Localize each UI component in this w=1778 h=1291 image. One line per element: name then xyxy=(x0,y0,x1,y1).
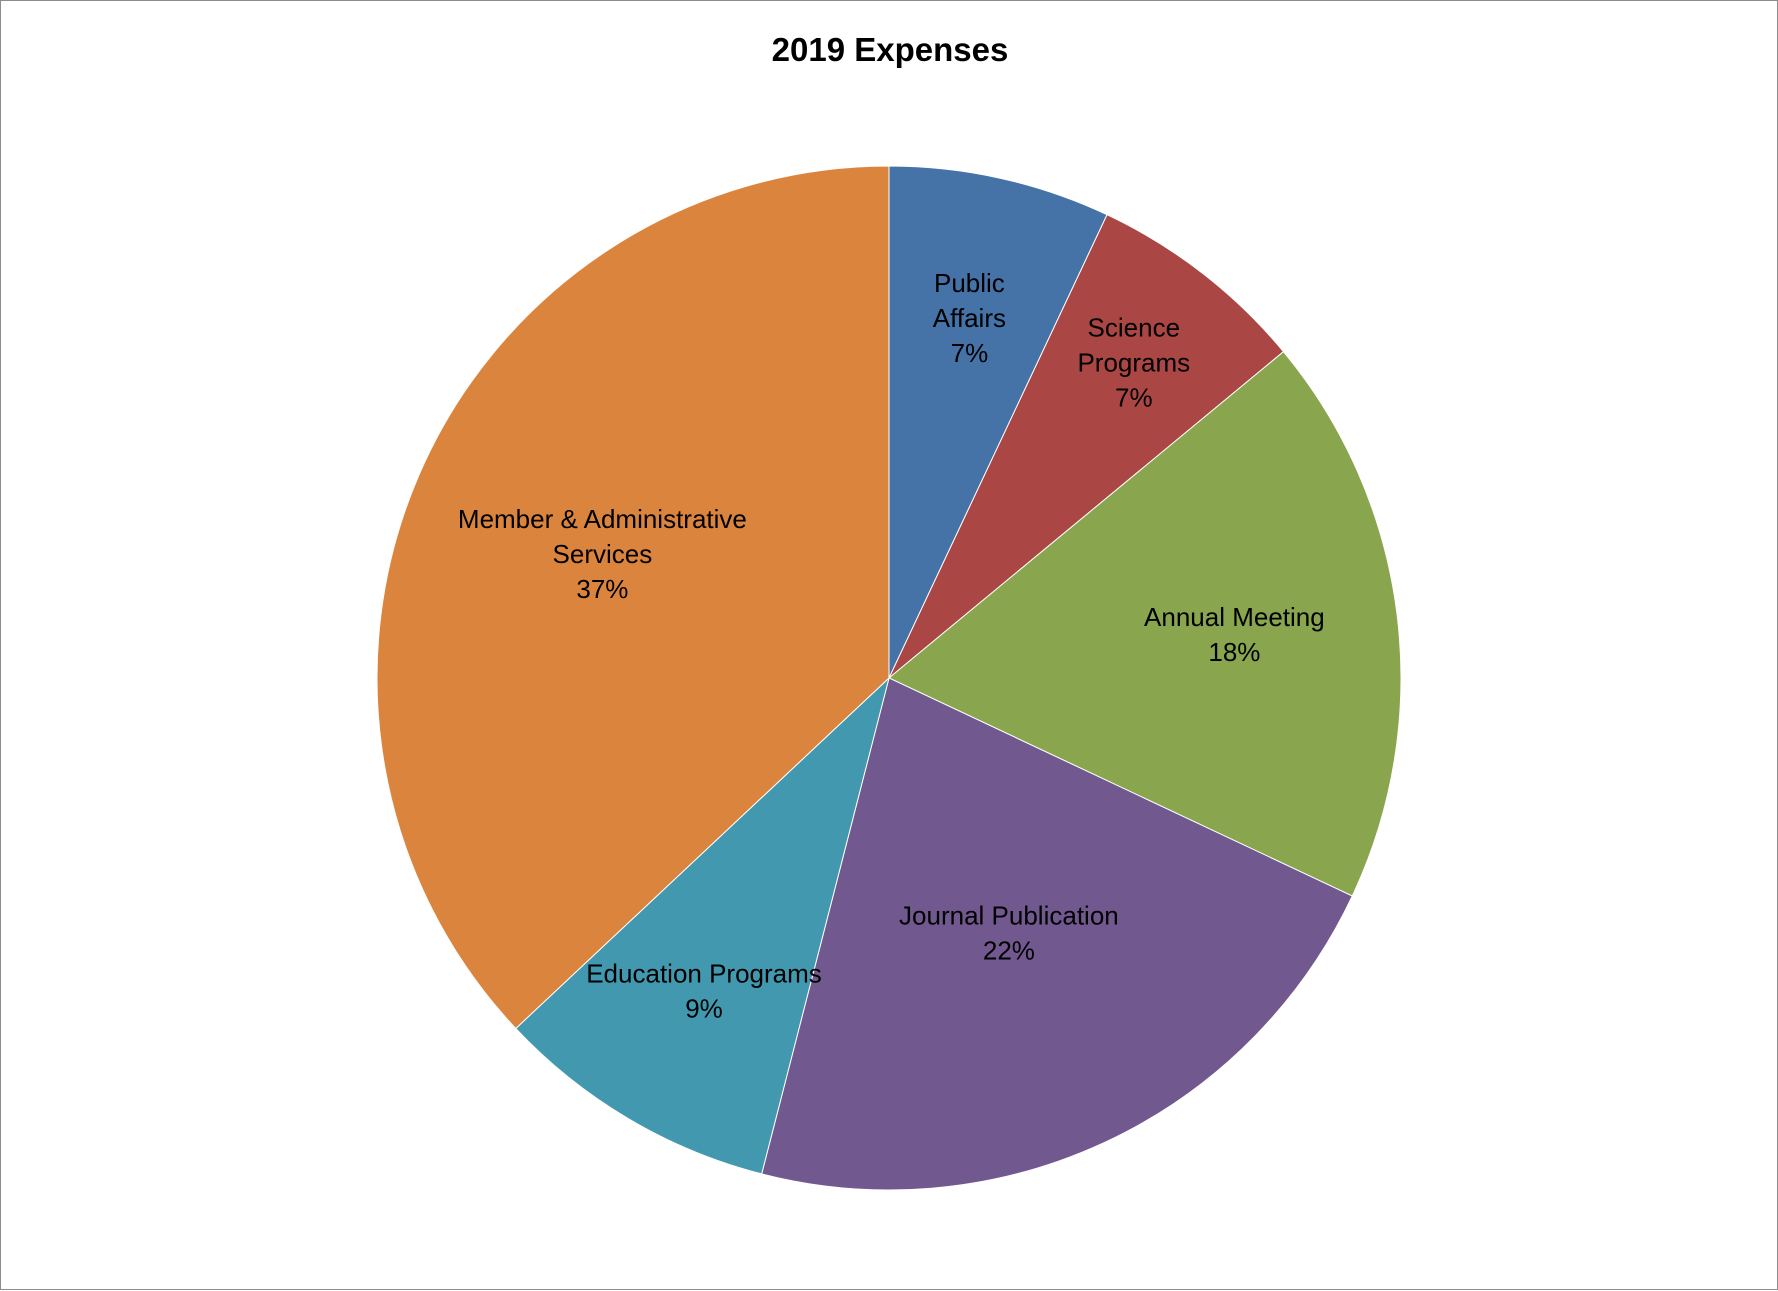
slice-percent-label: 9% xyxy=(685,993,723,1023)
pie-slice-science-programs xyxy=(888,214,1285,679)
pie-slice-member-and-administrative-services xyxy=(376,165,890,1030)
pie-slice-public-affairs xyxy=(888,165,1108,679)
slice-percent-label: 7% xyxy=(951,338,989,368)
pie-slice-annual-meeting xyxy=(888,350,1402,897)
slice-percent-label: 22% xyxy=(983,935,1035,965)
pie-slice-education-programs xyxy=(515,676,890,1175)
slice-name-label: Affairs xyxy=(933,303,1006,333)
slice-name-label: Services xyxy=(553,539,653,569)
slice-name-label: Journal Publication xyxy=(899,900,1119,930)
slice-name-label: Education Programs xyxy=(586,958,822,988)
pie-slice-journal-publication xyxy=(761,677,1353,1191)
slice-label-member-and-administrative-services: Member & Administrative Services 37% xyxy=(458,504,747,604)
slice-label-journal-publication: Journal Publication 22% xyxy=(899,900,1119,965)
pie-slices xyxy=(376,165,1402,1191)
slice-name-label: Member & Administrative xyxy=(458,504,747,534)
slice-percent-label: 37% xyxy=(576,574,628,604)
slice-percent-label: 7% xyxy=(1115,382,1153,412)
slice-label-public-affairs: Public Affairs 7% xyxy=(933,268,1006,368)
chart-title: 2019 Expenses xyxy=(771,31,1009,68)
pie-labels: Public Affairs 7% Science Programs 7% Annual M… xyxy=(458,268,1325,1023)
slice-name-label: Science xyxy=(1088,312,1181,342)
slice-name-label: Programs xyxy=(1077,347,1190,377)
slice-name-label: Annual Meeting xyxy=(1144,602,1325,632)
slice-percent-label: 18% xyxy=(1208,637,1260,667)
slice-label-annual-meeting: Annual Meeting 18% xyxy=(1144,602,1325,667)
slice-label-science-programs: Science Programs 7% xyxy=(1077,312,1190,412)
slice-label-education-programs: Education Programs 9% xyxy=(586,958,822,1023)
slice-name-label: Public xyxy=(934,268,1005,298)
